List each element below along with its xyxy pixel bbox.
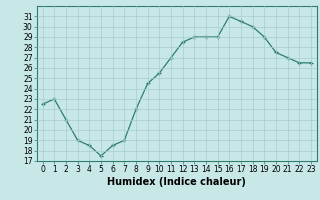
X-axis label: Humidex (Indice chaleur): Humidex (Indice chaleur) <box>108 177 246 187</box>
